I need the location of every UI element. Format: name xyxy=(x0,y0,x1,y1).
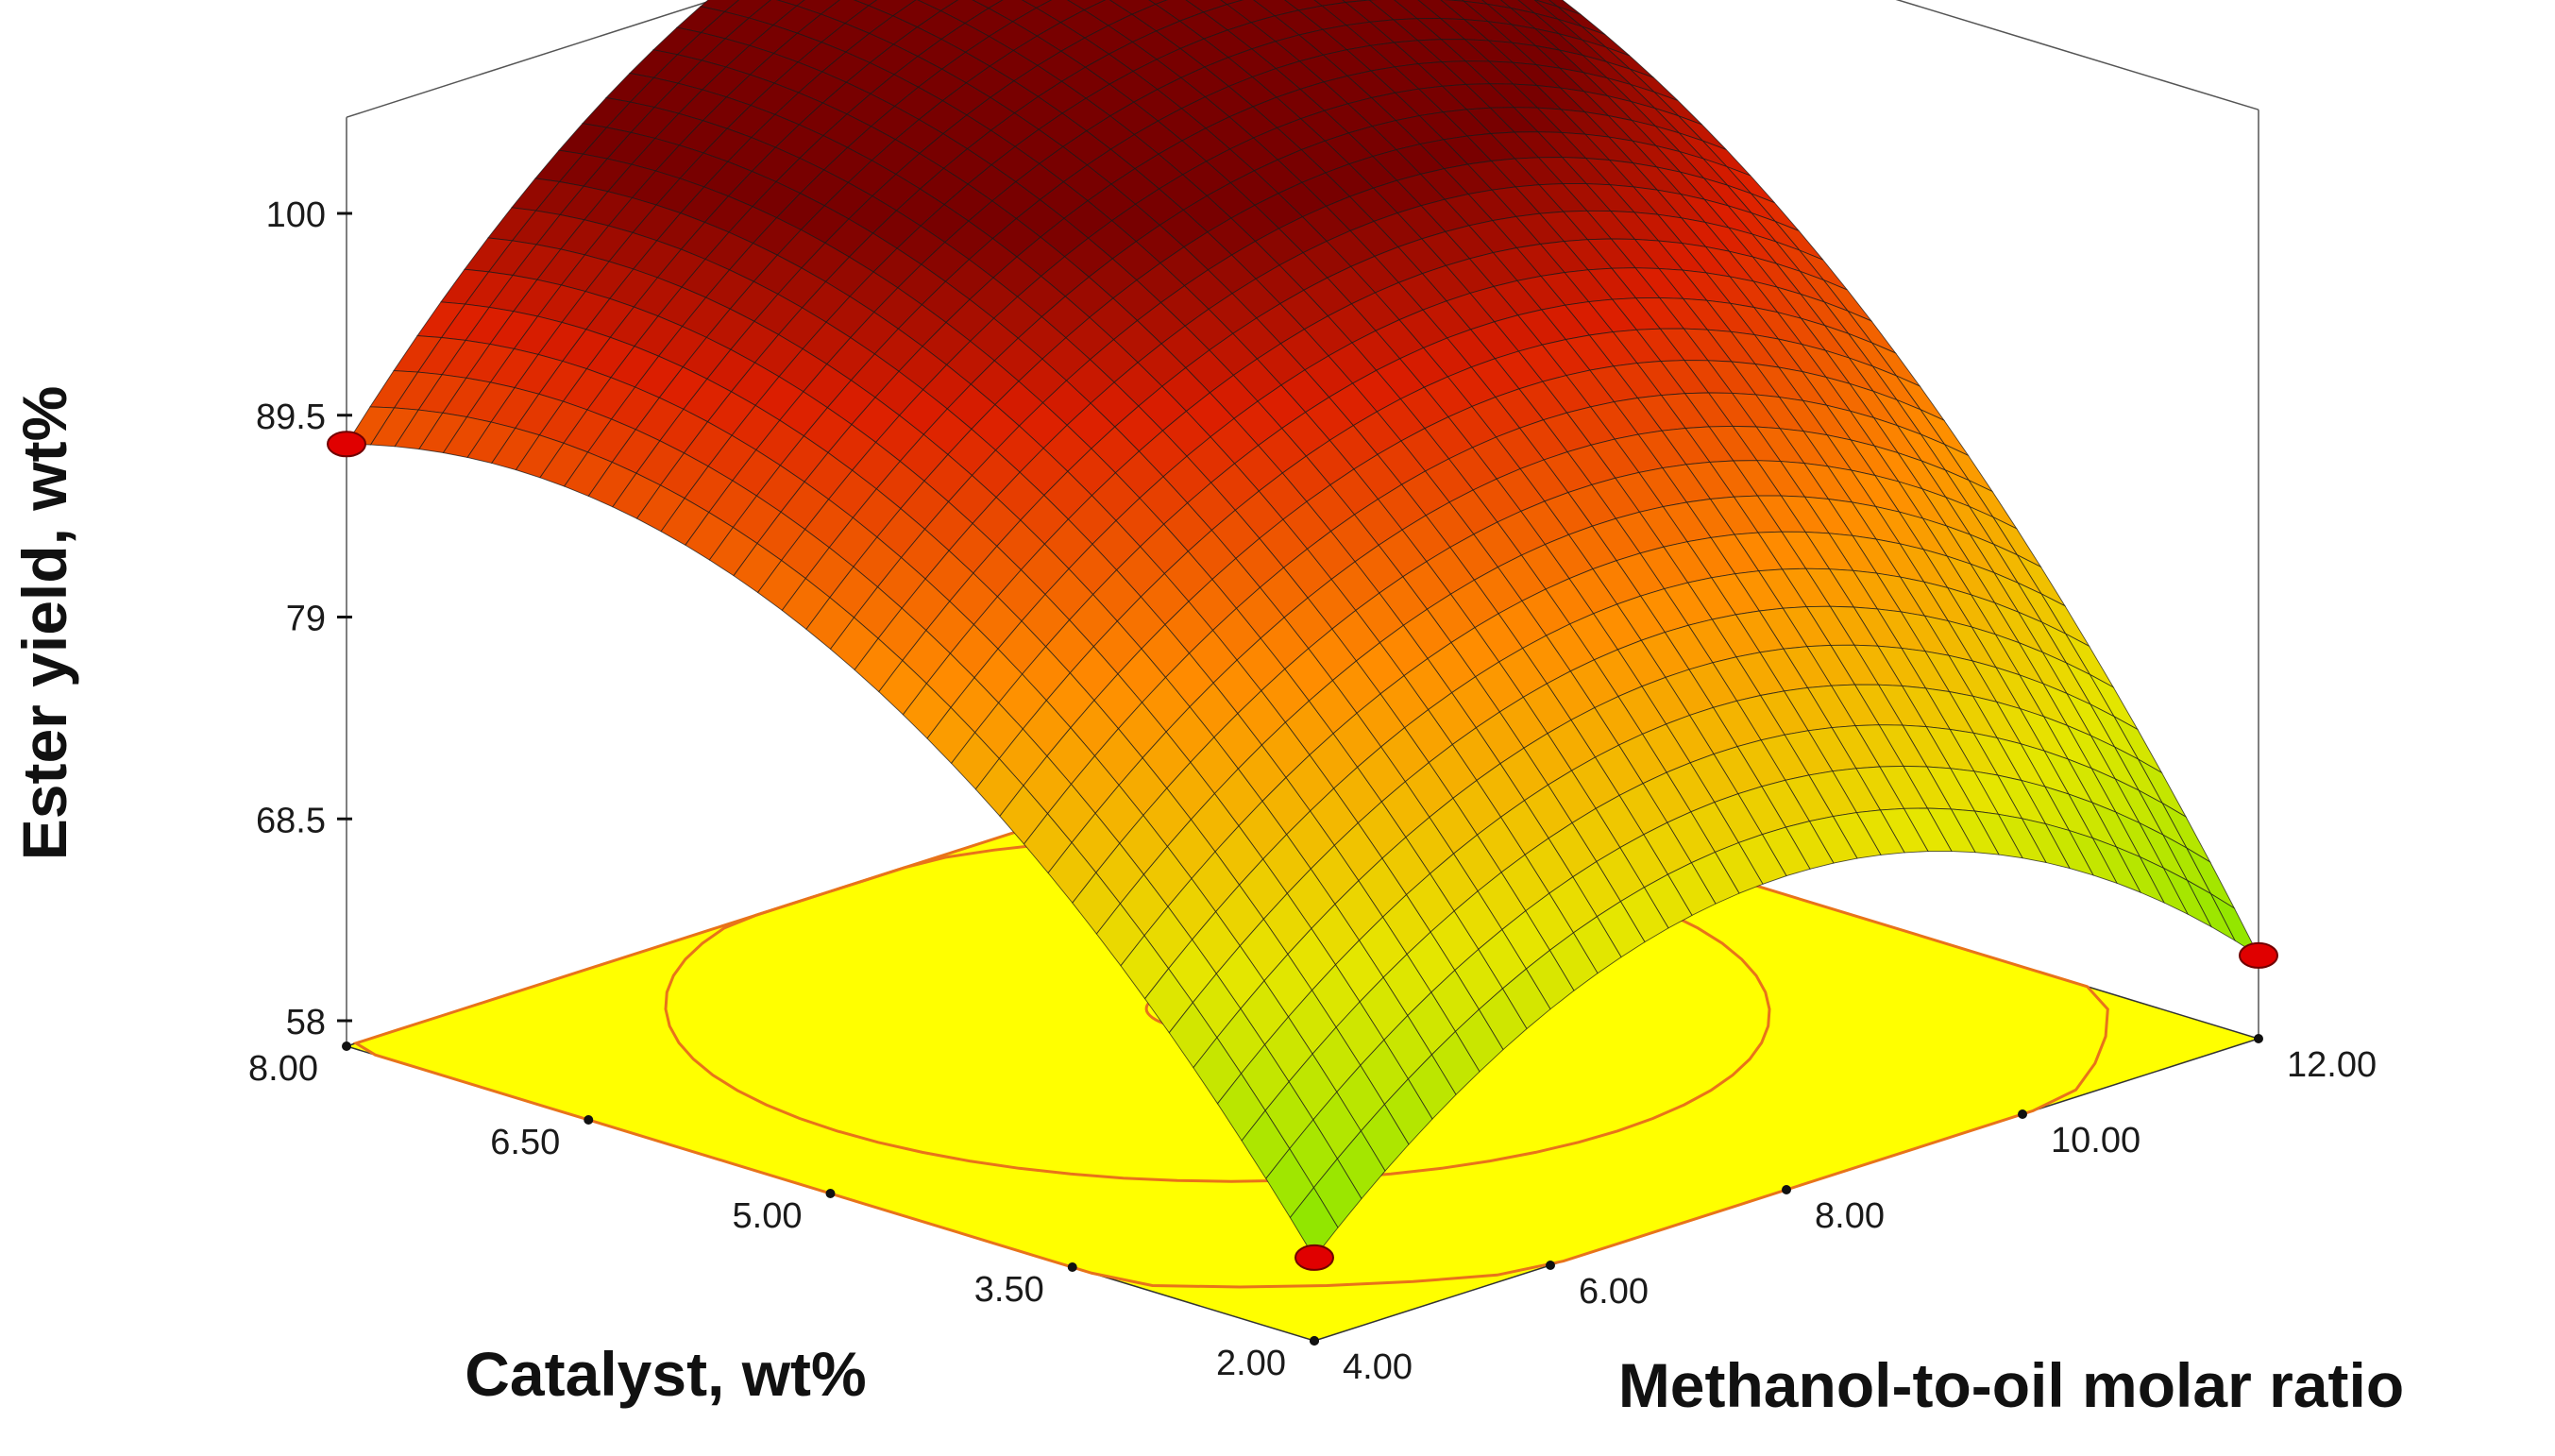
surface-cell xyxy=(1148,0,1169,6)
x-tick-mark xyxy=(1310,1336,1319,1346)
y-tick-mark xyxy=(1067,1262,1077,1272)
design-point-marker xyxy=(2239,941,2278,969)
y-tick-label: 8.00 xyxy=(248,1049,318,1089)
z-tick-label: 89.5 xyxy=(256,398,326,437)
x-tick-label: 6.00 xyxy=(1579,1272,1649,1312)
x-tick-mark xyxy=(2018,1109,2027,1119)
design-point-marker xyxy=(327,431,366,458)
y-tick-mark xyxy=(342,1041,351,1051)
surface-cell xyxy=(853,0,878,7)
x-tick-mark xyxy=(2254,1034,2263,1043)
y-tick-mark xyxy=(584,1115,594,1125)
z-tick-label: 68.5 xyxy=(256,801,326,840)
z-tick-label: 100 xyxy=(266,195,326,235)
x-tick-mark xyxy=(1782,1185,1791,1194)
x-tick-mark xyxy=(1546,1261,1555,1270)
y-tick-label: 2.00 xyxy=(1216,1344,1286,1383)
surface-cell xyxy=(1021,0,1053,8)
z-tick-label: 58 xyxy=(286,1003,326,1042)
x-tick-label: 12.00 xyxy=(2287,1045,2377,1085)
frame-edge xyxy=(1895,0,2259,110)
design-point-marker xyxy=(1294,1244,1334,1271)
z-axis-title: Ester yield, wt% xyxy=(9,386,79,861)
y-tick-label: 5.00 xyxy=(733,1196,803,1236)
design-points xyxy=(327,431,2278,1271)
x-tick-label: 4.00 xyxy=(1343,1347,1413,1387)
y-tick-label: 6.50 xyxy=(490,1123,560,1162)
z-tick-label: 79 xyxy=(286,600,326,639)
x-tick-label: 10.00 xyxy=(2051,1121,2140,1160)
surface-cell xyxy=(972,0,1004,9)
x-tick-label: 8.00 xyxy=(1815,1196,1885,1236)
y-tick-label: 3.50 xyxy=(974,1270,1044,1310)
x-axis-title: Methanol-to-oil molar ratio xyxy=(1618,1350,2404,1420)
y-tick-mark xyxy=(825,1189,836,1198)
surface-cell xyxy=(1289,1187,1339,1259)
response-surface xyxy=(346,0,2260,1259)
frame-edge xyxy=(346,0,716,118)
axis-ticks: 58 68.5 79 89.5 100 2.00 3.50 5.00 6.50 8.00 4.00 6… xyxy=(248,195,2377,1387)
y-axis-title: Catalyst, wt% xyxy=(465,1339,866,1409)
